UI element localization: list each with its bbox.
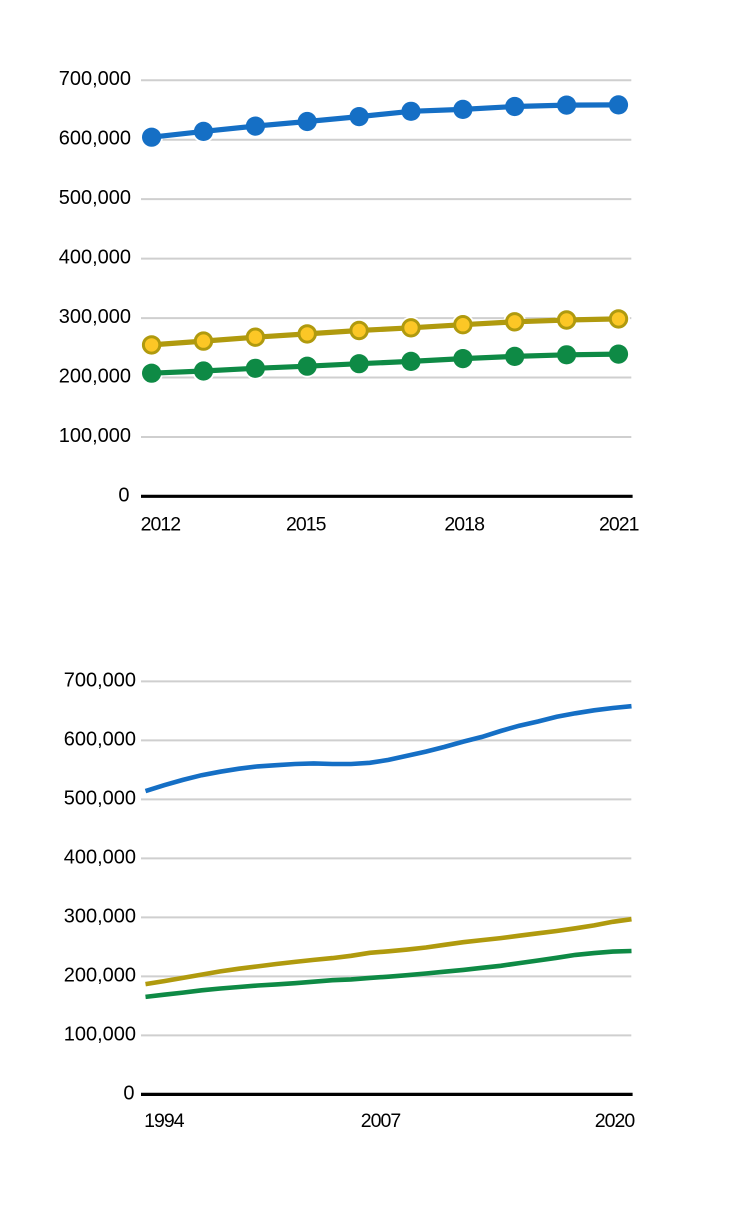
svg-text:2012: 2012 [141, 513, 181, 535]
svg-text:400,000: 400,000 [59, 247, 131, 269]
svg-text:2015: 2015 [286, 513, 327, 535]
svg-text:2007: 2007 [361, 1110, 401, 1132]
svg-text:1994: 1994 [144, 1110, 185, 1132]
svg-text:0: 0 [118, 484, 129, 506]
svg-text:700,000: 700,000 [64, 669, 136, 691]
svg-text:600,000: 600,000 [64, 728, 136, 750]
svg-text:700,000: 700,000 [59, 68, 131, 90]
svg-text:400,000: 400,000 [64, 846, 136, 868]
svg-text:600,000: 600,000 [59, 128, 131, 150]
svg-text:200,000: 200,000 [64, 964, 136, 986]
svg-text:2021: 2021 [599, 513, 639, 535]
svg-text:500,000: 500,000 [59, 187, 131, 209]
svg-text:500,000: 500,000 [64, 787, 136, 809]
svg-text:100,000: 100,000 [59, 425, 131, 447]
svg-text:2020: 2020 [595, 1110, 636, 1132]
svg-text:300,000: 300,000 [64, 905, 136, 927]
svg-text:200,000: 200,000 [59, 366, 131, 388]
svg-text:300,000: 300,000 [59, 306, 131, 328]
svg-text:100,000: 100,000 [64, 1023, 136, 1045]
svg-text:0: 0 [123, 1082, 134, 1104]
svg-text:2018: 2018 [444, 513, 484, 535]
